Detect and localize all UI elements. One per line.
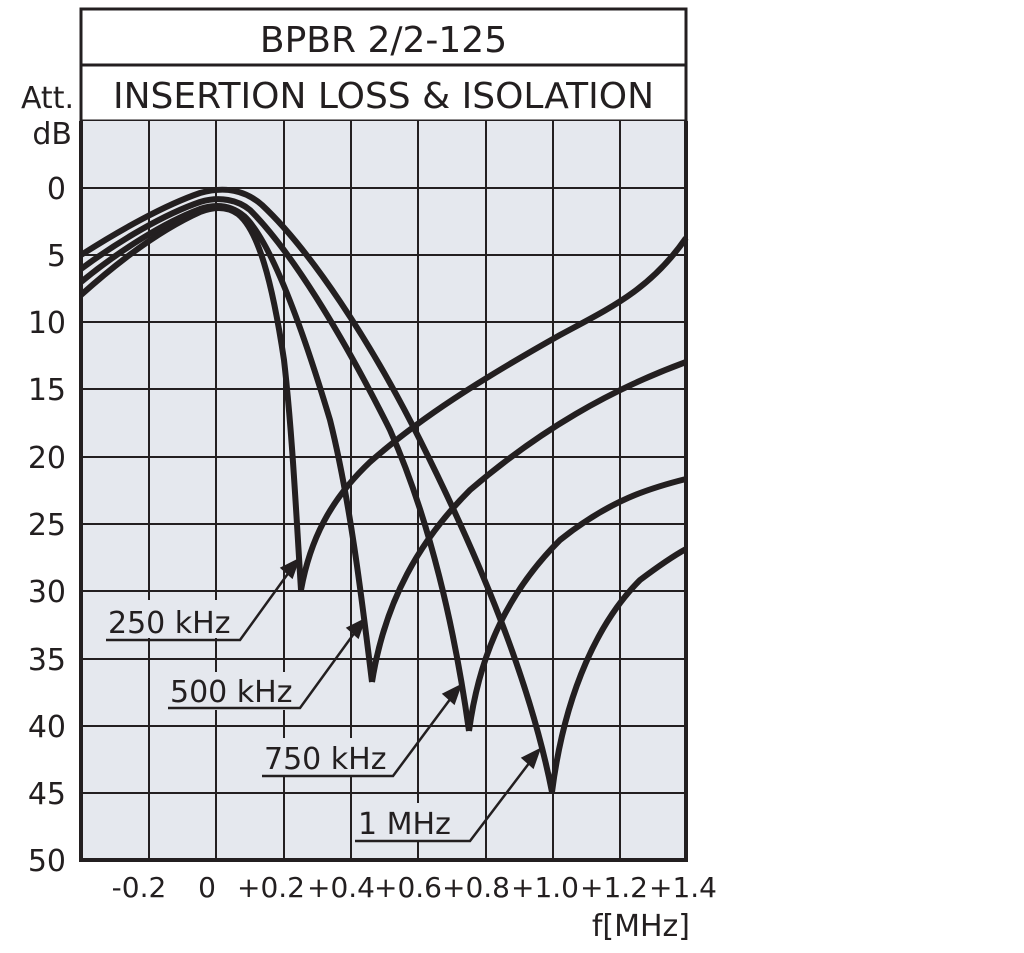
svg-text:+0.2: +0.2: [237, 871, 305, 904]
x-tick-labels: -0.2 0 +0.2 +0.4 +0.6 +0.8 +1.0 +1.2 +1.…: [112, 871, 717, 904]
annotation-750khz: 750 kHz: [264, 742, 386, 777]
svg-text:0: 0: [198, 871, 216, 904]
curve-1mhz-isolation: [549, 546, 688, 793]
svg-text:-0.2: -0.2: [112, 871, 167, 904]
svg-text:25: 25: [28, 508, 66, 543]
svg-text:+0.4: +0.4: [307, 871, 375, 904]
y-tick-labels: 0 5 10 15 20 25 30 35 40 45 50: [28, 172, 66, 879]
subtitle-box: [79, 63, 688, 123]
curve-1mhz-insertion: [79, 186, 555, 793]
plot-area: [81, 121, 686, 860]
svg-text:0: 0: [47, 172, 66, 207]
curves: [78, 186, 689, 793]
svg-text:+1.4: +1.4: [649, 871, 717, 904]
curve-500khz-isolation: [369, 359, 688, 683]
svg-text:+0.8: +0.8: [442, 871, 510, 904]
svg-text:45: 45: [28, 777, 66, 812]
curve-750khz-insertion: [79, 196, 472, 732]
svg-text:50: 50: [28, 844, 66, 879]
y-axis-label-db: dB: [32, 117, 72, 152]
svg-text:5: 5: [47, 239, 66, 274]
svg-text:+0.6: +0.6: [374, 871, 442, 904]
x-axis-label: f[MHz]: [592, 909, 690, 944]
svg-text:+1.0: +1.0: [511, 871, 579, 904]
title-box: [79, 7, 688, 67]
annotation-1mhz: 1 MHz: [358, 807, 451, 842]
annotation-leaders: [106, 557, 542, 843]
chart-title: BPBR 2/2-125: [260, 20, 507, 61]
annotation-500khz: 500 kHz: [170, 675, 292, 710]
grid: [81, 121, 686, 860]
svg-text:35: 35: [28, 643, 66, 678]
curve-250khz-insertion: [78, 205, 304, 591]
chart-subtitle: INSERTION LOSS & ISOLATION: [113, 76, 654, 117]
curve-500khz-insertion: [79, 202, 375, 683]
svg-text:20: 20: [28, 441, 66, 476]
svg-text:30: 30: [28, 575, 66, 610]
y-axis-label-att: Att.: [21, 81, 74, 116]
curve-750khz-isolation: [466, 476, 687, 732]
svg-text:40: 40: [28, 710, 66, 745]
annotation-250khz: 250 kHz: [108, 606, 230, 641]
svg-text:15: 15: [28, 373, 66, 408]
curve-250khz-isolation: [298, 236, 689, 591]
svg-text:+1.2: +1.2: [580, 871, 648, 904]
svg-text:10: 10: [28, 306, 66, 341]
